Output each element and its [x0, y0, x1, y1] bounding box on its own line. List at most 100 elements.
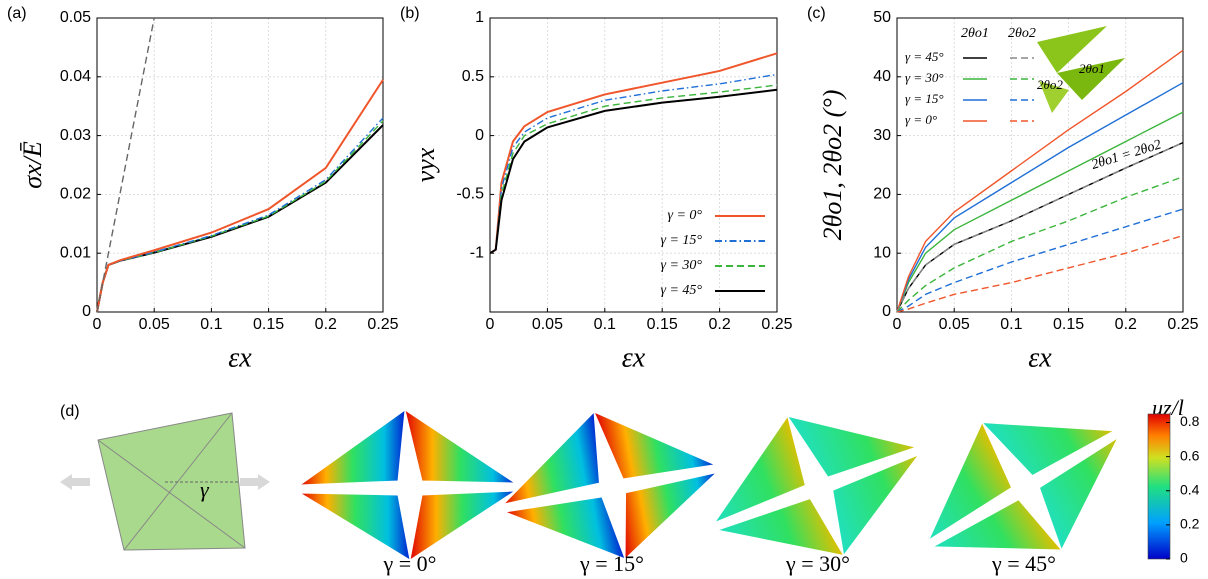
series-line [96, 124, 384, 313]
y-tick-label: 0.01 [60, 244, 91, 261]
cell-facet [503, 496, 626, 560]
cell-facet [713, 415, 806, 524]
caption: γ = 30° [785, 551, 850, 576]
cell-opening [982, 422, 1062, 550]
cell-facet [404, 408, 517, 484]
legend-label: γ = 30° [905, 70, 944, 85]
panel-label: (c) [807, 5, 826, 22]
deformed-cell [713, 415, 921, 557]
crease [97, 439, 246, 549]
inset-shape [1057, 58, 1125, 100]
y-tick-label: 0 [475, 127, 484, 144]
angle-label: γ [200, 477, 210, 502]
x-tick-label: 0.2 [1115, 316, 1137, 333]
arrow [60, 474, 90, 490]
cell-facet [409, 490, 517, 562]
x-tick-label: 0 [93, 316, 102, 333]
inset-shape [1039, 81, 1069, 113]
colorbar-tick-label: 0.4 [1180, 481, 1200, 497]
plot-frame [896, 17, 1184, 313]
cell-facet [298, 492, 411, 562]
x-tick-label: 0.15 [1053, 316, 1084, 333]
cell-opening [398, 410, 422, 560]
y-tick-label: 50 [873, 9, 891, 26]
x-axis-label: εx [622, 342, 646, 373]
legend-column-header: 2θo2 [1008, 26, 1036, 41]
legend-label: γ = 45° [660, 283, 702, 298]
caption: γ = 15° [579, 551, 644, 576]
series-line [896, 111, 1184, 313]
y-tick-label: 0.03 [60, 127, 91, 144]
x-tick-label: 0.05 [139, 316, 170, 333]
panel-label: (b) [400, 5, 420, 22]
colorbar-tick-label: 0.8 [1180, 413, 1200, 429]
series-line [96, 17, 155, 313]
legend-label: γ = 45° [905, 49, 944, 64]
x-tick-label: 0.15 [253, 316, 284, 333]
y-tick-label: 30 [873, 127, 891, 144]
y-axis-label: 2θo1, 2θo2 (°) [818, 90, 847, 241]
legend-label: γ = 30° [660, 258, 702, 273]
x-tick-label: 0.15 [647, 316, 678, 333]
x-tick-label: 0.25 [367, 316, 398, 333]
series-line [489, 84, 778, 254]
y-tick-label: 0.05 [60, 9, 91, 26]
colorbar-tick-label: 0 [1180, 550, 1188, 566]
cell-facet [715, 497, 845, 557]
series-line [896, 176, 1184, 313]
x-tick-label: 0.2 [315, 316, 337, 333]
x-tick-label: 0.1 [200, 316, 222, 333]
panel-label: (a) [7, 5, 27, 22]
caption: γ = 0° [383, 551, 437, 576]
cell-facet [1038, 436, 1120, 552]
y-tick-label: 40 [873, 68, 891, 85]
x-tick-label: 0.1 [1000, 316, 1022, 333]
x-axis-label: εx [1028, 342, 1052, 373]
cell-facet [502, 410, 601, 505]
y-tick-label: 10 [873, 244, 891, 261]
series-line [96, 79, 384, 313]
cell-facet [930, 499, 1063, 551]
caption: γ = 45° [991, 551, 1056, 576]
plot-frame [96, 17, 384, 313]
series-line [896, 234, 1184, 313]
series-line [489, 88, 778, 255]
panel-label: (d) [60, 403, 80, 420]
colorbar-tick-label: 0.6 [1180, 447, 1200, 463]
series-line [896, 142, 1184, 313]
cell-facet [624, 471, 719, 561]
cell-facet [832, 453, 921, 557]
y-tick-label: 0 [82, 303, 91, 320]
deformed-cell [298, 408, 517, 562]
x-tick-label: 0.25 [1167, 316, 1198, 333]
legend-label: γ = 15° [905, 91, 944, 106]
y-tick-label: 20 [873, 186, 891, 203]
plot-frame [489, 17, 778, 313]
y-axis-label: νyx [411, 147, 440, 182]
deformed-cell [927, 421, 1120, 552]
colorbar [1147, 413, 1171, 560]
deformed-cell [502, 410, 719, 561]
panel-d: (d) γ uz/l [60, 395, 1184, 560]
arrow [240, 474, 270, 490]
series-line [896, 49, 1184, 313]
series-line [896, 208, 1184, 313]
x-tick-label: 0.2 [708, 316, 730, 333]
y-tick-label: 0 [882, 303, 891, 320]
x-tick-label: 0.1 [594, 316, 616, 333]
series-line [96, 117, 384, 313]
y-tick-label: 0.04 [60, 68, 91, 85]
cell-opening [594, 412, 626, 559]
x-tick-label: 0 [893, 316, 902, 333]
colorbar-tick-label: 0.2 [1180, 516, 1200, 532]
inset-label: 2θo1 [1079, 61, 1105, 76]
series-line [489, 73, 778, 254]
x-tick-label: 0.05 [532, 316, 563, 333]
series-line [896, 82, 1184, 313]
series-line [489, 52, 778, 255]
y-tick-label: 1 [475, 9, 484, 26]
y-tick-label: -1 [470, 244, 484, 261]
y-tick-label: -0.5 [456, 186, 484, 203]
x-tick-label: 0.05 [939, 316, 970, 333]
x-tick-label: 0 [486, 316, 495, 333]
